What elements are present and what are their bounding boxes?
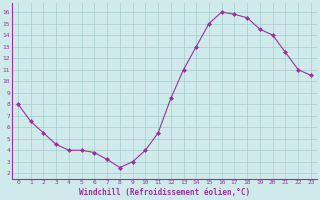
- X-axis label: Windchill (Refroidissement éolien,°C): Windchill (Refroidissement éolien,°C): [79, 188, 250, 197]
